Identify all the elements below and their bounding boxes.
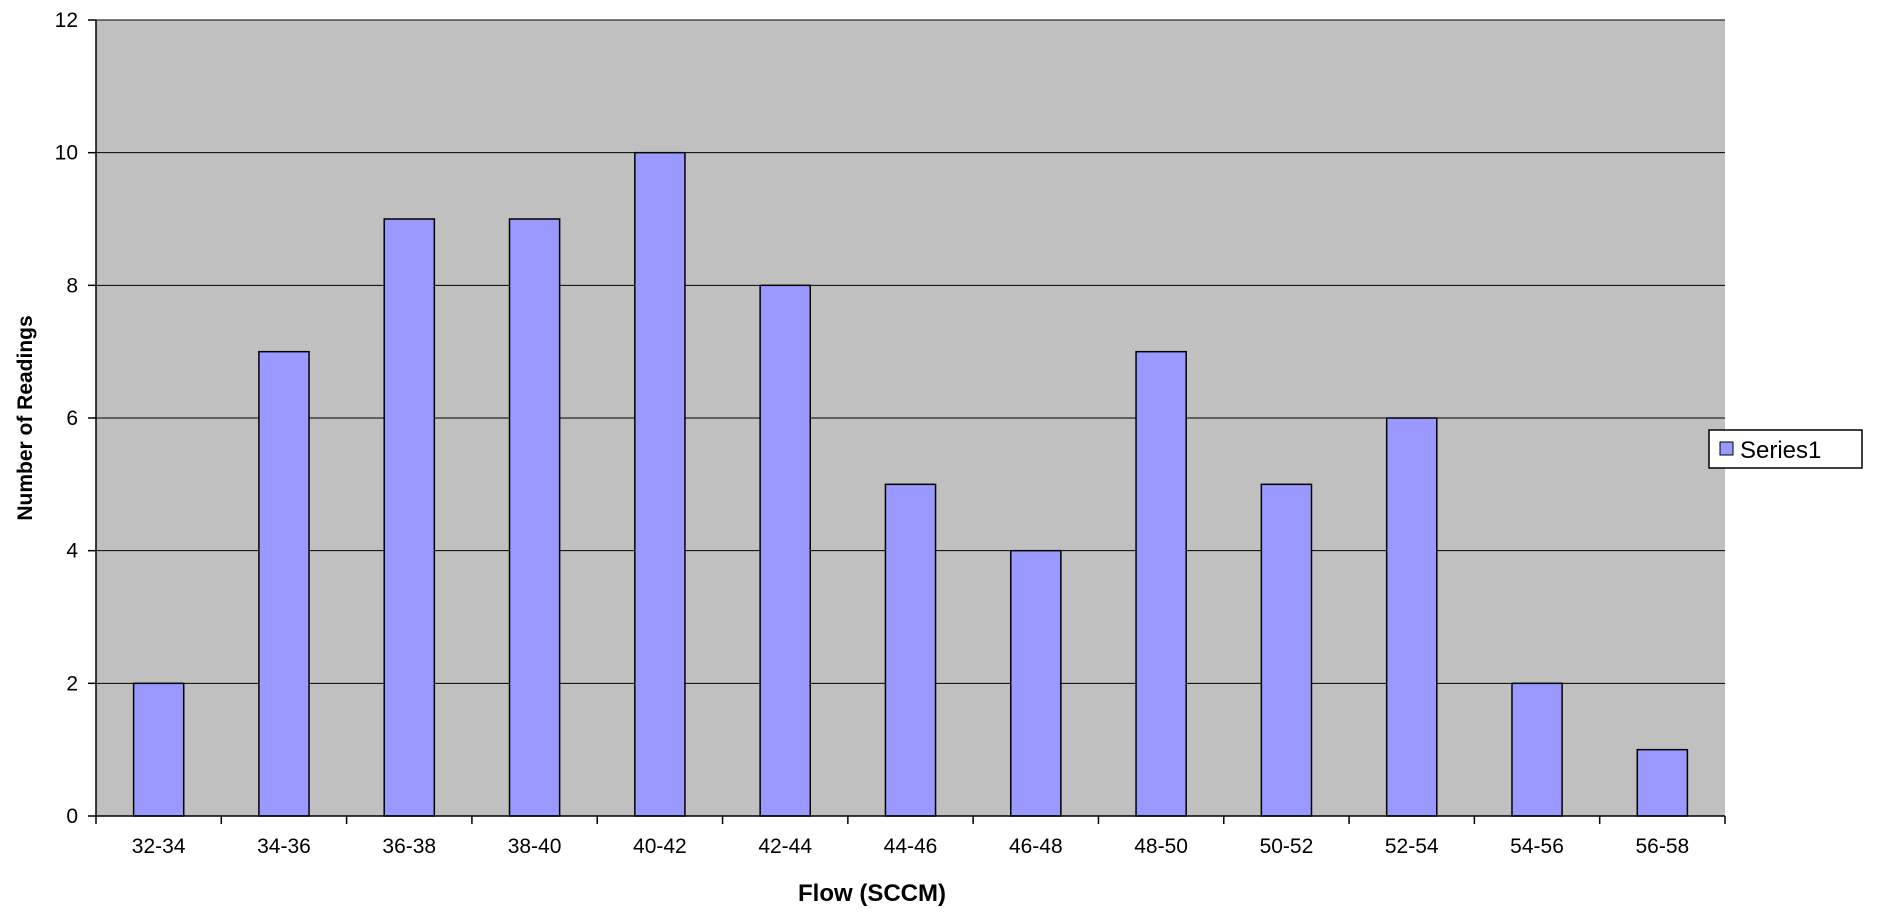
bar-46-48 bbox=[1009, 549, 1062, 817]
x-tick-label: 44-46 bbox=[884, 835, 938, 858]
bar-44-46 bbox=[884, 483, 937, 817]
y-tick-label: 2 bbox=[66, 672, 78, 695]
x-tick-label: 50-52 bbox=[1260, 835, 1314, 858]
bar-56-58 bbox=[1636, 748, 1689, 817]
legend-swatch bbox=[1719, 441, 1734, 456]
bar-48-50 bbox=[1135, 350, 1187, 817]
bar-54-56 bbox=[1511, 682, 1563, 817]
x-tick-label: 42-44 bbox=[758, 835, 812, 858]
y-tick-label: 4 bbox=[66, 540, 78, 563]
x-axis-title: Flow (SCCM) bbox=[798, 880, 946, 907]
x-tick-label: 34-36 bbox=[257, 835, 311, 858]
x-tick-label: 36-38 bbox=[382, 835, 436, 858]
bar-40-42 bbox=[634, 151, 686, 817]
bar-42-44 bbox=[759, 284, 812, 817]
bar-32-34 bbox=[132, 682, 185, 817]
x-tick-label: 46-48 bbox=[1009, 835, 1063, 858]
x-tick-label: 56-58 bbox=[1635, 835, 1689, 858]
bar-36-38 bbox=[383, 218, 436, 817]
y-axis-title: Number of Readings bbox=[14, 315, 37, 520]
x-tick-label: 48-50 bbox=[1134, 835, 1188, 858]
y-tick-label: 6 bbox=[66, 407, 78, 430]
bar-50-52 bbox=[1260, 483, 1313, 817]
legend-box bbox=[1708, 429, 1863, 469]
x-tick-labels: 32-34 34-36 36-38 38-40 40-42 42-44 44-46 46-48… bbox=[132, 835, 1689, 858]
y-tick-label: 0 bbox=[66, 805, 78, 828]
bar-34-36 bbox=[258, 350, 310, 817]
x-tick-label: 40-42 bbox=[633, 835, 687, 858]
bar-38-40 bbox=[508, 218, 561, 817]
bar-series bbox=[132, 151, 1689, 817]
x-tick-label: 54-56 bbox=[1510, 835, 1564, 858]
y-tick-label: 12 bbox=[55, 9, 78, 32]
bar-52-54 bbox=[1385, 417, 1438, 817]
x-tick-label: 32-34 bbox=[132, 835, 186, 858]
x-tick-label: 52-54 bbox=[1385, 835, 1439, 858]
y-tick-label: 8 bbox=[66, 274, 78, 297]
y-tick-label: 10 bbox=[55, 142, 78, 165]
legend: Series1 bbox=[1708, 429, 1863, 469]
legend-label: Series1 bbox=[1740, 437, 1821, 464]
x-tick-label: 38-40 bbox=[508, 835, 562, 858]
axes bbox=[88, 19, 1726, 824]
y-tick-labels: 0 2 4 6 8 10 12 bbox=[55, 9, 79, 828]
